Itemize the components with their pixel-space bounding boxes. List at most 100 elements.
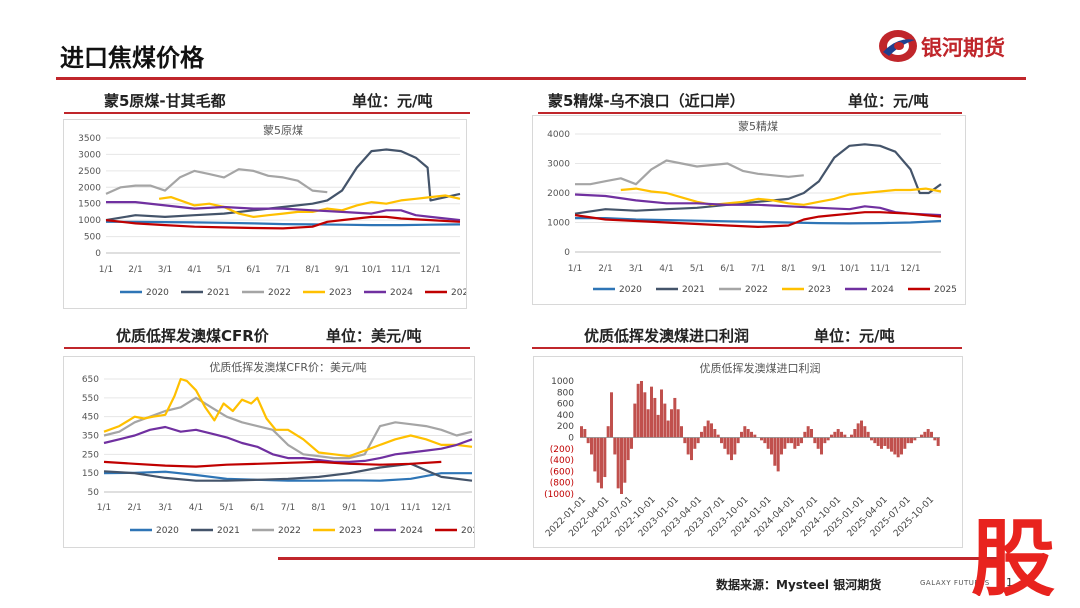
y-tick-label: 800 — [557, 388, 574, 398]
profit-bar — [906, 437, 910, 444]
profit-bar — [603, 437, 607, 478]
y-tick-label: 0 — [95, 249, 101, 259]
y-tick-label: (200) — [550, 445, 574, 455]
legend-label-2021: 2021 — [207, 288, 230, 298]
profit-bar — [583, 429, 587, 438]
x-tick-label: 4/1 — [189, 503, 203, 513]
x-tick-label: 1/1 — [568, 264, 582, 274]
profit-bar — [920, 434, 923, 438]
brand-mark: GALAXY FUTURES — [920, 579, 990, 587]
chart-title: 蒙5原煤 — [263, 124, 303, 137]
x-tick-label: 8/1 — [781, 264, 795, 274]
profit-bar — [670, 409, 673, 438]
profit-bar — [723, 437, 727, 449]
x-tick-label: 9/1 — [812, 264, 826, 274]
y-tick-label: (800) — [550, 479, 574, 489]
y-tick-label: (400) — [550, 456, 574, 466]
x-tick-label: 7/1 — [276, 265, 290, 275]
section-title-aus-profit: 优质低挥发澳煤进口利润 — [584, 327, 750, 345]
y-tick-label: 400 — [557, 411, 574, 421]
y-tick-label: 3000 — [547, 160, 570, 170]
y-tick-label: 650 — [82, 375, 99, 385]
x-tick-label: 5/1 — [217, 265, 231, 275]
legend-label-2023: 2023 — [808, 285, 831, 295]
profit-bar — [863, 426, 867, 438]
profit-bar — [696, 437, 700, 444]
x-tick-label: 12/1 — [420, 265, 440, 275]
series-line-2025 — [574, 211, 942, 229]
y-tick-label: (1000) — [544, 490, 574, 500]
profit-bar — [710, 423, 713, 438]
profit-bar — [856, 423, 860, 438]
series-line-2021 — [105, 148, 461, 222]
profit-bar — [590, 437, 593, 455]
profit-bar — [890, 437, 893, 452]
series-line-2024 — [103, 425, 473, 464]
section-unit-aus-profit: 单位：元/吨 — [814, 327, 895, 345]
profit-bar — [860, 420, 863, 438]
y-tick-label: (600) — [550, 467, 574, 477]
y-tick-label: 1000 — [547, 219, 570, 229]
profit-bar — [620, 437, 623, 494]
section-unit-mongolia-raw: 单位：元/吨 — [352, 92, 433, 110]
profit-bar — [650, 386, 653, 438]
legend-label-2023: 2023 — [329, 288, 352, 298]
profit-bar — [633, 403, 637, 438]
x-tick-label: 1/1 — [99, 265, 113, 275]
profit-bar — [843, 434, 847, 438]
profit-bar — [790, 437, 793, 444]
profit-bar — [610, 392, 613, 438]
chart-aus-profit: 优质低挥发澳煤进口利润 (1000)(800) (600)(400)(200)0 20… — [544, 361, 940, 539]
section-title-mongolia-raw: 蒙5原煤-甘其毛都 — [104, 92, 226, 110]
profit-bar — [886, 437, 890, 449]
y-tick-label: 2500 — [78, 167, 101, 177]
profit-bar — [813, 437, 817, 444]
profit-bar — [930, 431, 933, 438]
profit-bar — [763, 437, 767, 444]
x-tick-label: 9/1 — [342, 503, 356, 513]
series-line-2024 — [106, 200, 461, 222]
profit-bar — [766, 437, 770, 449]
profit-bar — [836, 429, 840, 438]
profit-bar — [910, 437, 913, 444]
x-tick-label: 12/1 — [900, 264, 920, 274]
y-tick-label: 0 — [568, 434, 574, 444]
profit-bar — [780, 437, 783, 455]
x-tick-label: 2/1 — [127, 503, 141, 513]
profit-bar — [643, 392, 647, 438]
x-tick-label: 11/1 — [401, 503, 421, 513]
profit-bar — [810, 429, 813, 438]
profit-bar — [626, 437, 630, 461]
y-tick-label: 200 — [557, 422, 574, 432]
chart-panel-mongolia-washed: 蒙5精煤 0 1000 2000 3000 4000 1/1 2/1 3/1 4/1 5/1 6/1 7… — [532, 115, 966, 305]
profit-bar — [693, 437, 697, 449]
profit-bar — [840, 431, 843, 438]
section-rule — [64, 347, 470, 349]
series-line-2020 — [106, 220, 461, 227]
x-tick-label: 3/1 — [158, 503, 172, 513]
profit-bar — [683, 437, 687, 444]
profit-bar — [783, 437, 787, 449]
legend-label-2023: 2023 — [339, 526, 362, 536]
profit-bar — [586, 437, 590, 444]
profit-bar — [796, 437, 800, 446]
title-rule — [56, 77, 1026, 80]
profit-bar — [690, 437, 693, 461]
section-title-aus-cfr: 优质低挥发澳煤CFR价 — [116, 327, 269, 345]
profit-bar — [720, 437, 723, 444]
profit-bar — [636, 383, 640, 438]
company-logo: 银河期货 — [877, 26, 1027, 66]
x-tick-label: 8/1 — [305, 265, 319, 275]
profit-bar — [853, 429, 857, 438]
profit-bar — [753, 434, 757, 438]
legend-label-2021: 2021 — [217, 526, 240, 536]
profit-bar — [913, 437, 917, 441]
x-tick-label: 9/1 — [335, 265, 349, 275]
series-line-2021 — [574, 143, 942, 215]
legend-label-2024: 2024 — [871, 285, 894, 295]
x-tick-label: 2/1 — [128, 265, 142, 275]
profit-bar — [606, 426, 610, 438]
y-tick-label: 1000 — [551, 377, 574, 387]
profit-bar — [876, 437, 880, 446]
series-line-2022 — [105, 168, 328, 195]
